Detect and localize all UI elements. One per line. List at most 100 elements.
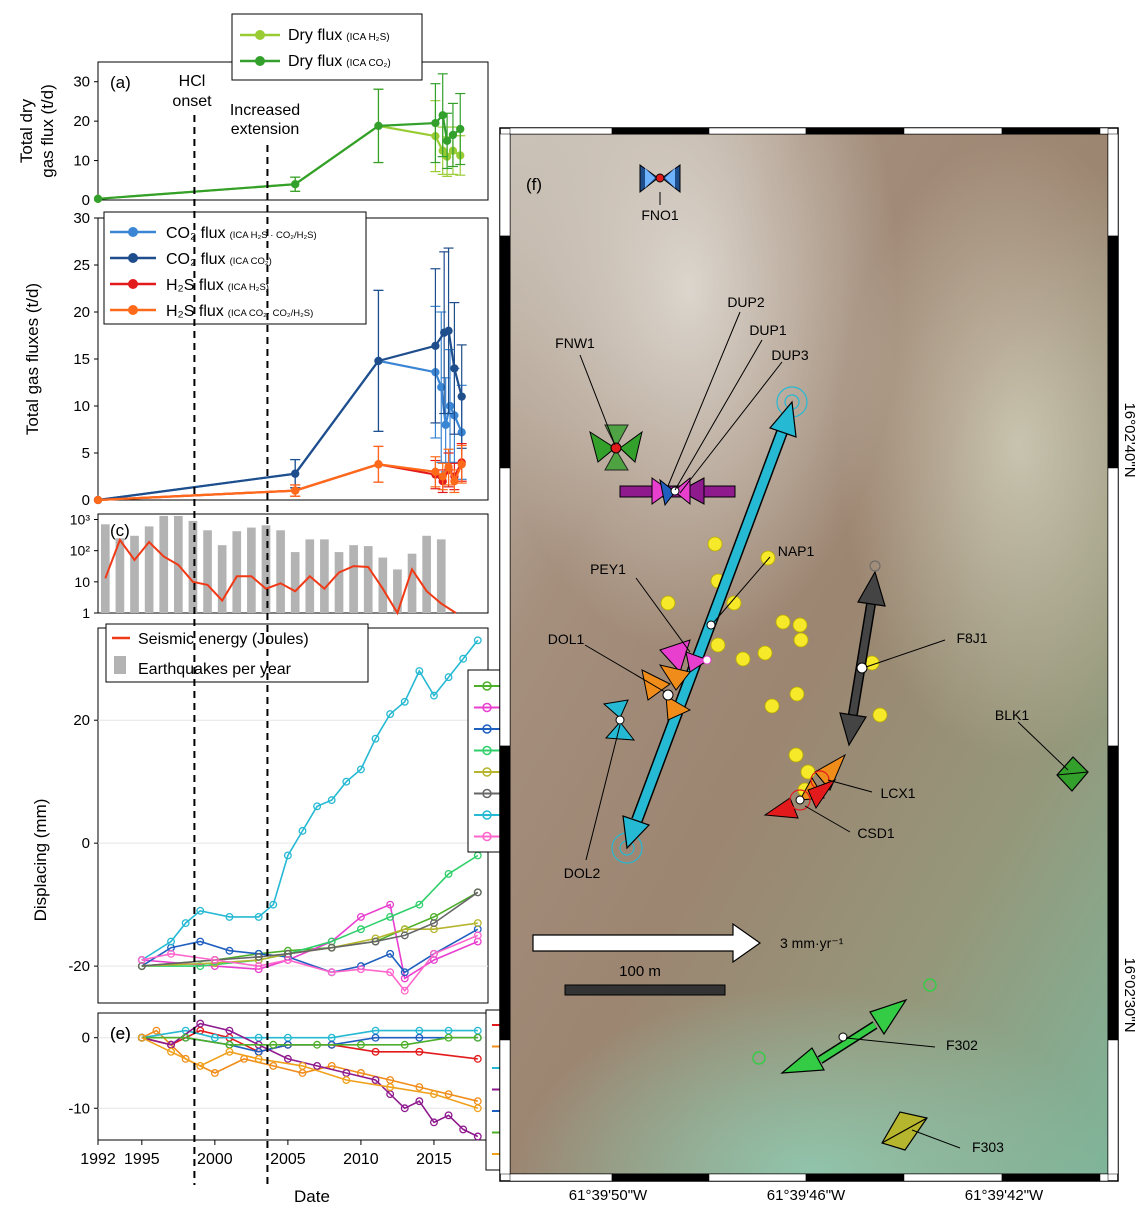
data-point <box>196 1019 205 1028</box>
data-point <box>450 364 459 373</box>
data-point <box>167 949 175 958</box>
frame-segment-top <box>611 127 710 135</box>
data-point <box>400 1104 409 1113</box>
fnw1-marker <box>589 424 643 471</box>
f8j1-arrow <box>839 560 886 747</box>
data-point <box>374 460 383 469</box>
y-tick-label: 30 <box>73 210 90 227</box>
frame-segment-top <box>1099 127 1109 135</box>
lat-label-1: 16°02'40"N <box>1121 402 1137 477</box>
series-line-dup3 <box>141 928 479 974</box>
y-tick-label: -10 <box>68 1100 90 1117</box>
panel-label-e-dup: (e) <box>110 1024 131 1043</box>
frame-segment-top <box>708 127 807 135</box>
data-point <box>210 956 219 964</box>
frame-segment-left <box>499 235 511 469</box>
data-point <box>196 1061 205 1070</box>
data-point <box>430 1090 438 1099</box>
annotation-increased: Increased <box>230 102 300 119</box>
data-point <box>196 906 205 915</box>
data-point <box>473 1132 482 1141</box>
legend-d-marker <box>482 702 492 713</box>
data-point <box>93 495 103 505</box>
data-point <box>448 130 458 140</box>
data-point <box>152 1026 161 1035</box>
legend-a: Dry flux (ICA H₂S) Dry flux (ICA CO₂) <box>231 13 423 81</box>
data-point <box>400 931 409 940</box>
data-point <box>386 710 395 719</box>
earthquake-dots <box>660 536 888 798</box>
x-tick-label: 1995 <box>124 1151 160 1168</box>
y-tick-label: -20 <box>68 958 90 975</box>
data-point <box>269 900 278 909</box>
y-tick-label: 10 <box>74 574 90 590</box>
nap1-arrow <box>611 386 808 864</box>
bar <box>334 552 344 613</box>
series-line-nap1 <box>141 639 479 961</box>
x-tick-label: 2010 <box>343 1151 379 1168</box>
series-line-fnw1 <box>141 1036 478 1046</box>
x-tick-label: 1992 <box>80 1151 116 1168</box>
bar <box>144 526 154 613</box>
label-dol2: DOL2 <box>564 865 601 881</box>
data-point <box>386 1083 395 1092</box>
data-point <box>181 1033 190 1042</box>
frame-segment-right <box>1107 235 1119 469</box>
frame-segment-bottom <box>1001 1173 1101 1182</box>
data-point <box>374 121 383 131</box>
data-point <box>473 851 482 860</box>
data-point <box>473 1104 482 1113</box>
data-point <box>225 912 234 921</box>
frame-segment-top <box>805 127 905 135</box>
legend-c-bar <box>114 656 126 674</box>
bar <box>422 535 431 613</box>
frame-segment-left <box>499 1039 511 1175</box>
data-point <box>327 796 336 805</box>
panel-frame-d <box>97 627 489 1004</box>
data-point <box>269 1061 278 1070</box>
y-tick-label: 0 <box>82 835 90 852</box>
velocity-label: 3 mm·yr⁻¹ <box>780 935 844 951</box>
data-point <box>254 1054 263 1063</box>
data-point <box>438 472 447 481</box>
data-point <box>444 673 453 682</box>
data-point <box>400 986 409 995</box>
data-point <box>386 968 395 977</box>
legend-d-marker <box>482 831 492 842</box>
data-point <box>137 1033 146 1042</box>
data-point <box>400 1040 409 1049</box>
data-point <box>473 888 482 897</box>
legend-c-label-line: Seismic energy (Joules) <box>138 631 309 648</box>
data-point <box>430 691 438 700</box>
bar <box>115 538 125 613</box>
frame-segment-bottom <box>1099 1173 1109 1182</box>
legend-b-box <box>103 211 367 325</box>
label-f8j1: F8J1 <box>956 630 987 646</box>
label-dup2: DUP2 <box>727 294 765 310</box>
data-point <box>431 341 440 350</box>
data-point <box>225 946 234 955</box>
lon-label-1: 61°39'50"W <box>569 1187 648 1204</box>
data-point <box>196 937 205 946</box>
series-line-f303 <box>141 922 478 967</box>
legend-c-label-bars: Earthquakes per year <box>138 661 292 678</box>
y-axis-label-a: Total dry gas flux (t/d) <box>17 84 57 178</box>
bar <box>130 535 139 613</box>
legend-a-marker <box>255 30 265 40</box>
data-point <box>291 180 300 189</box>
legend-a-label: Dry flux (ICA CO₂) <box>288 53 391 70</box>
data-point <box>415 1033 424 1042</box>
data-point <box>431 467 440 476</box>
station-labels: FNO1 FNW1 DUP2 DUP1 DUP3 PEY1 NAP1 DOL1 … <box>548 192 1069 1155</box>
data-point <box>356 965 365 974</box>
y-tick-label: 0 <box>82 192 90 209</box>
data-point <box>444 1033 453 1042</box>
data-point <box>386 900 395 909</box>
data-point <box>356 765 365 774</box>
data-point <box>438 111 447 120</box>
bar <box>188 520 198 613</box>
blk1-marker <box>1056 756 1089 792</box>
bar <box>363 546 373 613</box>
label-dup1: DUP1 <box>749 322 787 338</box>
